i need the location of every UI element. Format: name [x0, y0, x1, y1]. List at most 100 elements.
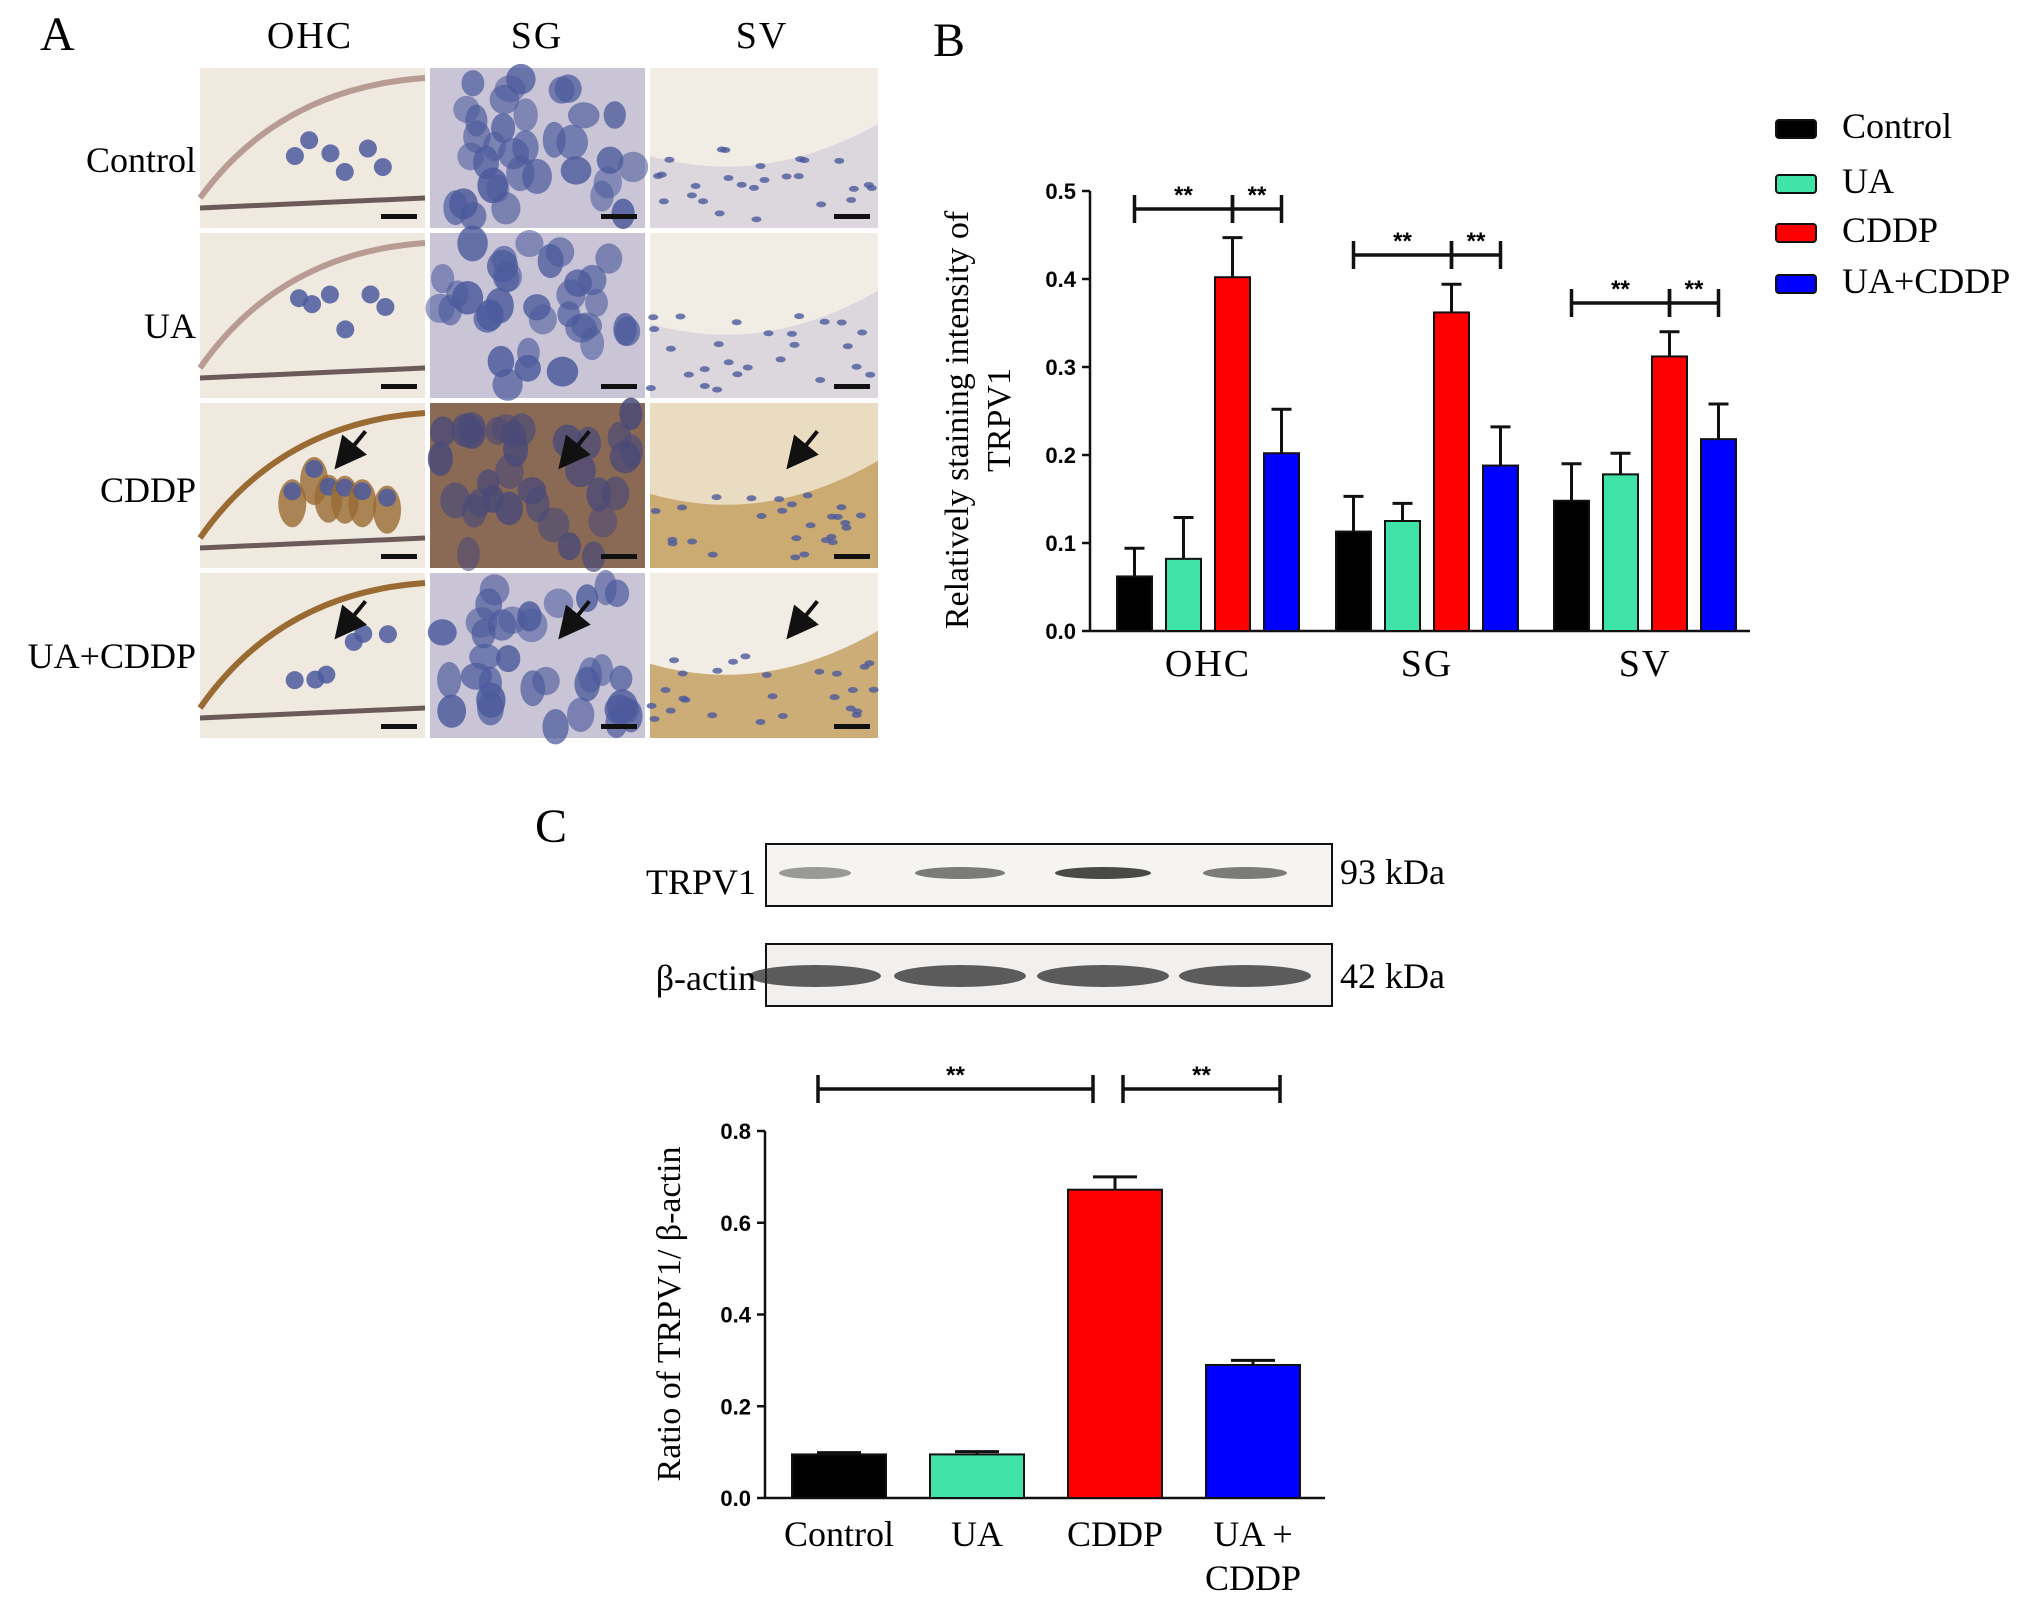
row-label-ua: UA: [144, 306, 196, 346]
x-category-label: Control: [784, 1514, 894, 1554]
scale-bar: [834, 724, 870, 729]
band-trpv1: [1055, 867, 1151, 879]
legend-item: Control: [1775, 106, 1952, 146]
band-actin: [894, 965, 1026, 987]
significance-label: **: [1611, 276, 1630, 303]
scale-bar: [381, 554, 417, 559]
legend: Control UA CDDP UA+CDDP: [1775, 106, 2010, 301]
y-tick-label: 0.8: [720, 1119, 751, 1144]
bar-sg-ua: [1384, 520, 1421, 632]
y-tick-label: 0.3: [1045, 355, 1076, 380]
band-trpv1: [1203, 867, 1287, 879]
bar-sg-cddp: [1433, 311, 1470, 632]
significance-label: **: [1685, 276, 1704, 303]
legend-label: Control: [1842, 106, 1952, 146]
blot-label-actin: β-actin: [656, 958, 756, 998]
col-header-ohc: OHC: [267, 15, 353, 57]
legend-swatch: [1775, 119, 1817, 139]
scale-bar: [601, 384, 637, 389]
chart-b: 0.0 0.1 0.2 0.3 0.4 0.5 OHC SG SV ** ** ** ** ** ** Rel…: [939, 106, 2010, 685]
y-tick-label: 0.2: [720, 1394, 751, 1419]
significance-label: **: [1393, 228, 1412, 255]
scale-bar: [834, 214, 870, 219]
scale-bar: [834, 384, 870, 389]
significance-label: **: [1174, 182, 1193, 209]
micrograph-ua-cddp-sv: [646, 573, 879, 738]
bar-sg-control: [1335, 530, 1372, 632]
micrograph-control-sg: [430, 63, 649, 231]
col-header-sg: SG: [511, 15, 564, 57]
y-tick-label: 0.0: [1045, 619, 1076, 644]
panel-c: C TRPV1 β-actin 93 kDa 42 kDa 0.0 0.2 0.4 0…: [535, 800, 1445, 1598]
panel-c-letter: C: [535, 800, 567, 853]
significance-label: **: [946, 1062, 965, 1089]
scale-bar: [381, 384, 417, 389]
x-category-label: SG: [1401, 643, 1454, 685]
y-tick-label: 0.2: [1045, 443, 1076, 468]
bar-ohc-cddp: [1214, 276, 1251, 632]
row-label-control: Control: [86, 140, 196, 180]
blot-label-trpv1: TRPV1: [646, 862, 756, 902]
micrograph-cddp-sg: [427, 397, 645, 573]
band-actin: [749, 965, 881, 987]
scale-bar: [601, 214, 637, 219]
y-tick-label: 0.5: [1045, 179, 1076, 204]
y-tick-label: 0.4: [1045, 267, 1076, 292]
blot-kda-trpv1: 93 kDa: [1340, 852, 1445, 892]
row-label-ua-cddp: UA+CDDP: [28, 636, 196, 676]
legend-label: CDDP: [1842, 210, 1938, 250]
micrograph-ua-sg: [425, 225, 645, 401]
micrograph-cddp-sv: [650, 403, 878, 568]
band-actin: [1037, 965, 1169, 987]
legend-swatch: [1775, 223, 1817, 243]
bar-c-2: [1067, 1188, 1163, 1499]
scale-bar: [834, 554, 870, 559]
bar-c-3: [1205, 1363, 1301, 1500]
y-tick-label: 0.1: [1045, 531, 1076, 556]
band-trpv1: [779, 867, 851, 879]
y-tick-label: 0.0: [720, 1486, 751, 1511]
arrow-icon: [786, 599, 819, 640]
x-category-label: OHC: [1165, 643, 1251, 685]
micrograph-grid: [197, 63, 879, 745]
significance-label: **: [1192, 1062, 1211, 1089]
bar-c-1: [929, 1453, 1025, 1499]
bar-sv-control: [1553, 499, 1590, 633]
significance-label: **: [1467, 228, 1486, 255]
micrograph-ua-cddp-ohc: [197, 573, 426, 738]
y-axis-label: Relatively staining intensity of TRPV1: [939, 210, 1018, 629]
arrow-icon: [334, 429, 368, 470]
band-actin: [1179, 965, 1311, 987]
scale-bar: [601, 724, 637, 729]
bar-c-0: [791, 1453, 887, 1499]
micrograph-ua-ohc: [197, 233, 426, 398]
bar-sg-ua-cddp: [1482, 464, 1519, 632]
x-category-label: CDDP: [1067, 1514, 1163, 1554]
bar-ohc-ua: [1165, 557, 1202, 633]
x-category-label: UA + CDDP: [1205, 1514, 1301, 1598]
legend-item: CDDP: [1775, 210, 1938, 250]
panel-a: A OHC SG SV Control UA CDDP UA+CDDP: [28, 8, 879, 745]
scale-bar: [601, 554, 637, 559]
legend-label: UA: [1842, 161, 1894, 201]
legend-label: UA+CDDP: [1842, 261, 2010, 301]
micrograph-ua-cddp-sg: [427, 569, 645, 745]
x-category-label: UA: [951, 1514, 1003, 1554]
bar-sv-cddp: [1651, 355, 1688, 632]
arrow-icon: [558, 599, 591, 640]
micrograph-control-sv: [650, 68, 878, 228]
significance-label: **: [1248, 182, 1267, 209]
y-tick-label: 0.4: [720, 1303, 751, 1328]
bar-sv-ua-cddp: [1700, 438, 1737, 632]
micrograph-cddp-ohc: [197, 403, 426, 568]
y-axis-label: Ratio of TRPV1/ β-actin: [651, 1147, 688, 1482]
x-category-label: SV: [1619, 643, 1672, 685]
row-label-cddp: CDDP: [100, 470, 196, 510]
bar-ohc-control: [1116, 575, 1153, 633]
band-trpv1: [915, 867, 1005, 879]
arrow-icon: [558, 429, 591, 470]
col-header-sv: SV: [736, 15, 789, 57]
micrograph-control-ohc: [197, 68, 426, 228]
blot-kda-actin: 42 kDa: [1340, 956, 1445, 996]
